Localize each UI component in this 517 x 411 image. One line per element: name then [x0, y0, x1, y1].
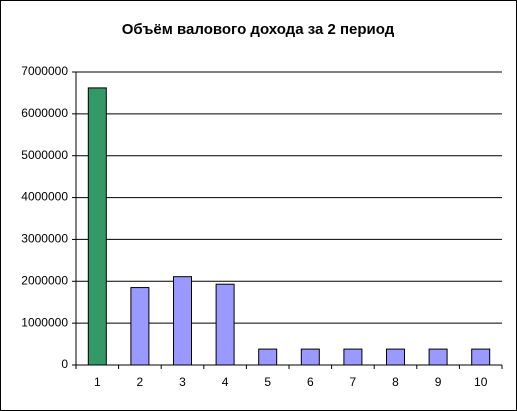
x-tick-label: 4	[222, 375, 229, 389]
y-tick-label: 0	[61, 357, 68, 371]
bar	[173, 276, 192, 366]
bar	[386, 348, 405, 366]
bar	[428, 348, 448, 366]
x-tick-label: 5	[264, 375, 271, 389]
bar	[343, 348, 363, 366]
y-tick-label: 4000000	[21, 190, 68, 204]
y-tick-label: 1000000	[21, 315, 68, 329]
bar	[258, 348, 278, 366]
bar	[87, 87, 107, 366]
y-tick-label: 2000000	[21, 273, 68, 287]
x-tick-label: 8	[392, 375, 399, 389]
bar	[300, 348, 320, 366]
x-tick-label: 1	[94, 375, 101, 389]
x-tick-label: 2	[137, 375, 144, 389]
x-tick-label: 7	[350, 375, 357, 389]
x-tick-label: 9	[435, 375, 442, 389]
x-tick-label: 3	[179, 375, 186, 389]
y-tick-label: 5000000	[21, 148, 68, 162]
x-tick-label: 6	[307, 375, 314, 389]
bar	[215, 283, 235, 366]
x-tick-label: 10	[474, 375, 488, 389]
y-tick-label: 3000000	[21, 232, 68, 246]
bar	[130, 287, 150, 366]
y-tick-label: 6000000	[21, 106, 68, 120]
bar	[471, 348, 491, 366]
chart-title: Объём валового дохода за 2 период	[122, 21, 395, 38]
y-tick-label: 7000000	[21, 64, 68, 78]
